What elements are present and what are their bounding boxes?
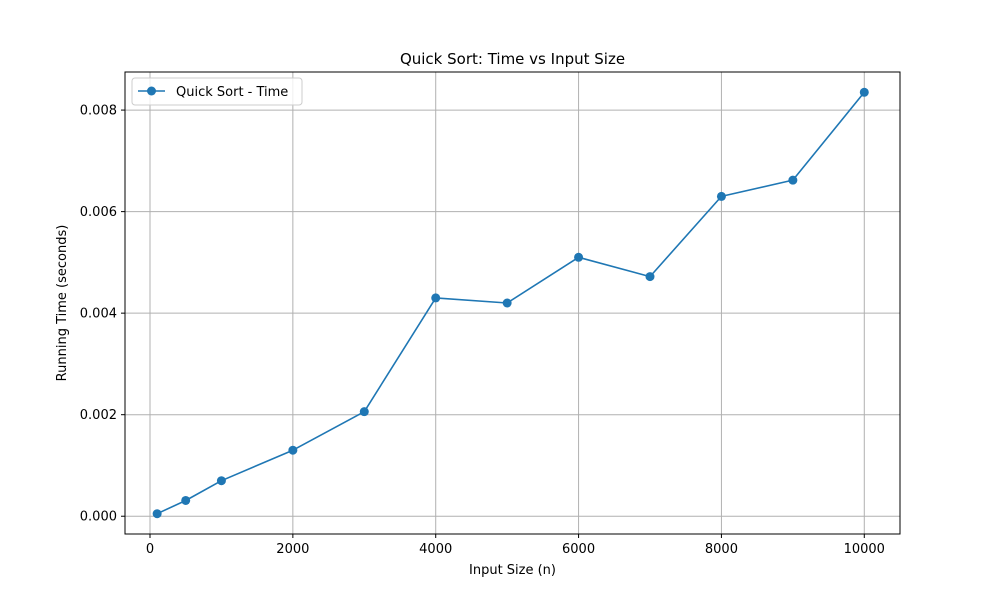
x-tick-label: 0 (146, 542, 154, 557)
data-point (181, 495, 191, 505)
y-tick-label: 0.004 (80, 307, 117, 322)
data-point (716, 191, 726, 201)
x-tick-label: 8000 (705, 542, 738, 557)
y-tick-label: 0.002 (80, 408, 117, 423)
legend: Quick Sort - Time (131, 77, 303, 106)
legend-box (131, 77, 303, 106)
series-line (156, 91, 865, 515)
data-point (216, 476, 226, 486)
x-tick-label: 4000 (419, 542, 452, 557)
data-point (502, 298, 512, 308)
data-point (859, 87, 869, 97)
data-point (152, 509, 162, 519)
grid (125, 72, 900, 534)
data-point (431, 293, 441, 303)
x-tick-label: 10000 (844, 542, 885, 557)
y-tick-label: 0.000 (80, 510, 117, 525)
legend-marker (147, 86, 156, 96)
x-tick-label: 6000 (562, 542, 595, 557)
data-point (288, 445, 298, 455)
plot-data (152, 87, 869, 519)
y-tick-label: 0.006 (80, 205, 117, 220)
x-axis-label: Input Size (n) (469, 563, 556, 578)
legend-label: Quick Sort - Time (176, 85, 288, 100)
x-tick-label: 2000 (276, 542, 309, 557)
chart-title: Quick Sort: Time vs Input Size (400, 50, 625, 68)
data-point (788, 175, 798, 185)
y-axis-label: Running Time (seconds) (55, 225, 70, 382)
data-point (645, 272, 655, 282)
data-point (359, 407, 369, 417)
axis-ticks: 0 2000 4000 6000 8000 10000 0.000 0.002 0.004 0.0… (80, 104, 885, 557)
y-tick-label: 0.008 (80, 104, 117, 119)
data-point (574, 252, 584, 262)
plot-frame (124, 71, 901, 535)
